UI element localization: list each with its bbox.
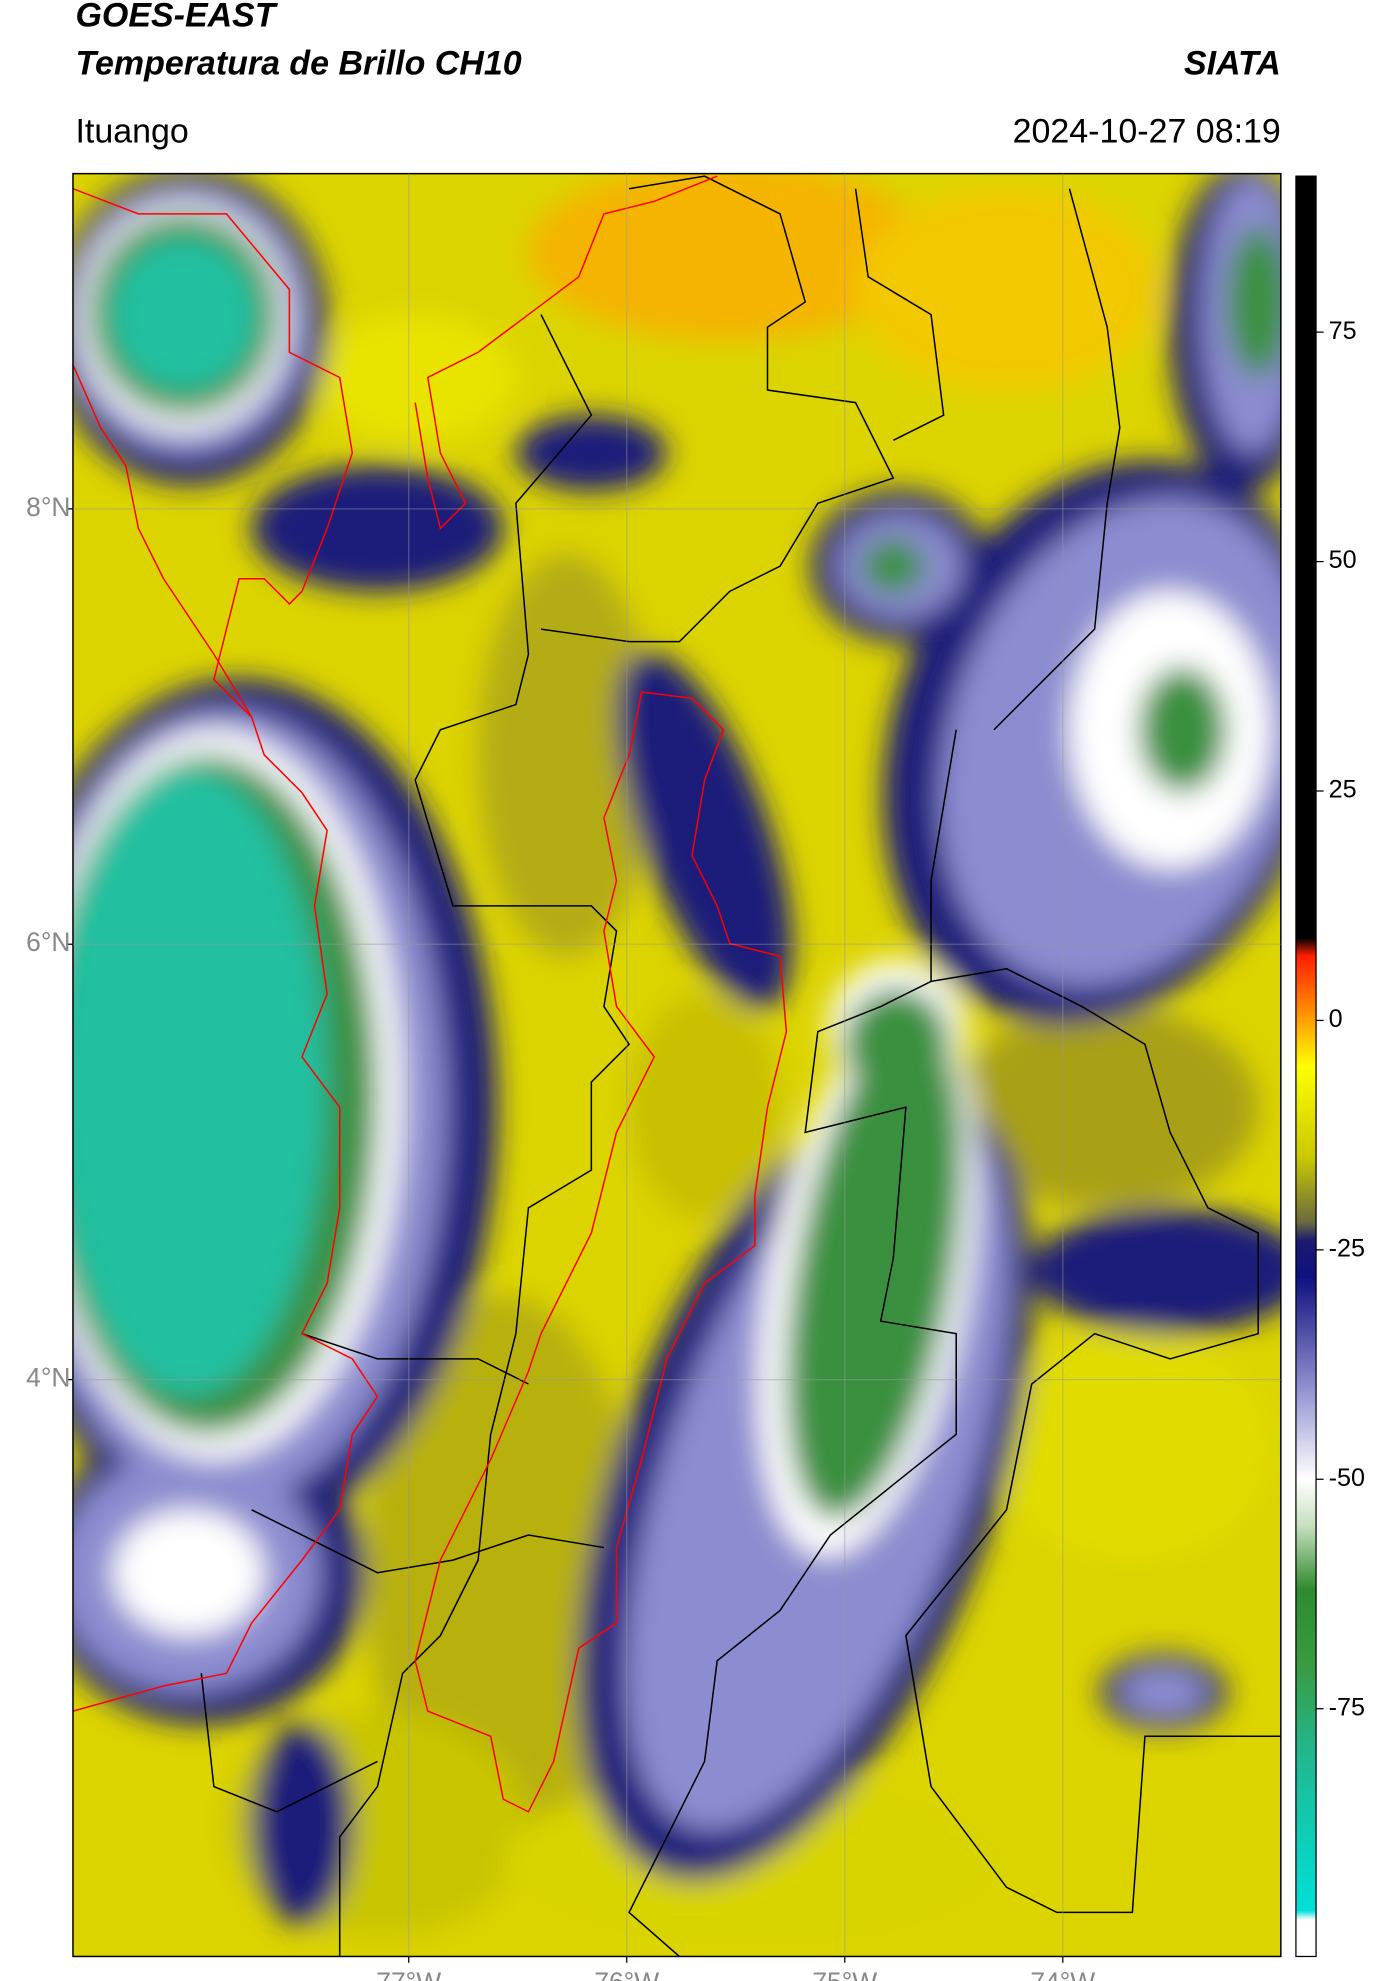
y-tick-label: 8°N bbox=[26, 492, 70, 522]
colorbar-tick-label: 75 bbox=[1329, 317, 1357, 345]
location: Ituango bbox=[75, 112, 188, 150]
colorbar-tick-label: 50 bbox=[1329, 546, 1357, 574]
subtitle: Temperatura de Brillo CH10 bbox=[75, 44, 521, 82]
y-tick-label: 6°N bbox=[26, 927, 70, 957]
colorbar bbox=[1295, 175, 1317, 1958]
map-frame bbox=[72, 172, 1282, 1958]
datetime: 2024-10-27 08:19 bbox=[1013, 112, 1281, 150]
colorbar-tick-label: 0 bbox=[1329, 1005, 1343, 1033]
x-tick-label: 77°W bbox=[376, 1967, 441, 1981]
x-tick-label: 76°W bbox=[594, 1967, 659, 1981]
source: SIATA bbox=[1184, 44, 1281, 82]
y-tick-label: 4°N bbox=[26, 1363, 70, 1393]
borders bbox=[72, 175, 1281, 1957]
colorbar-tick-label: -50 bbox=[1329, 1464, 1365, 1492]
colorbar-tick-label: 25 bbox=[1329, 776, 1357, 804]
x-tick-label: 75°W bbox=[812, 1967, 877, 1981]
colorbar-tick-label: -75 bbox=[1329, 1693, 1365, 1721]
x-tick-label: 74°W bbox=[1030, 1967, 1095, 1981]
colorbar-tick-label: -25 bbox=[1329, 1234, 1365, 1262]
map-image bbox=[72, 173, 1281, 1957]
title: GOES-EAST bbox=[75, 0, 278, 35]
